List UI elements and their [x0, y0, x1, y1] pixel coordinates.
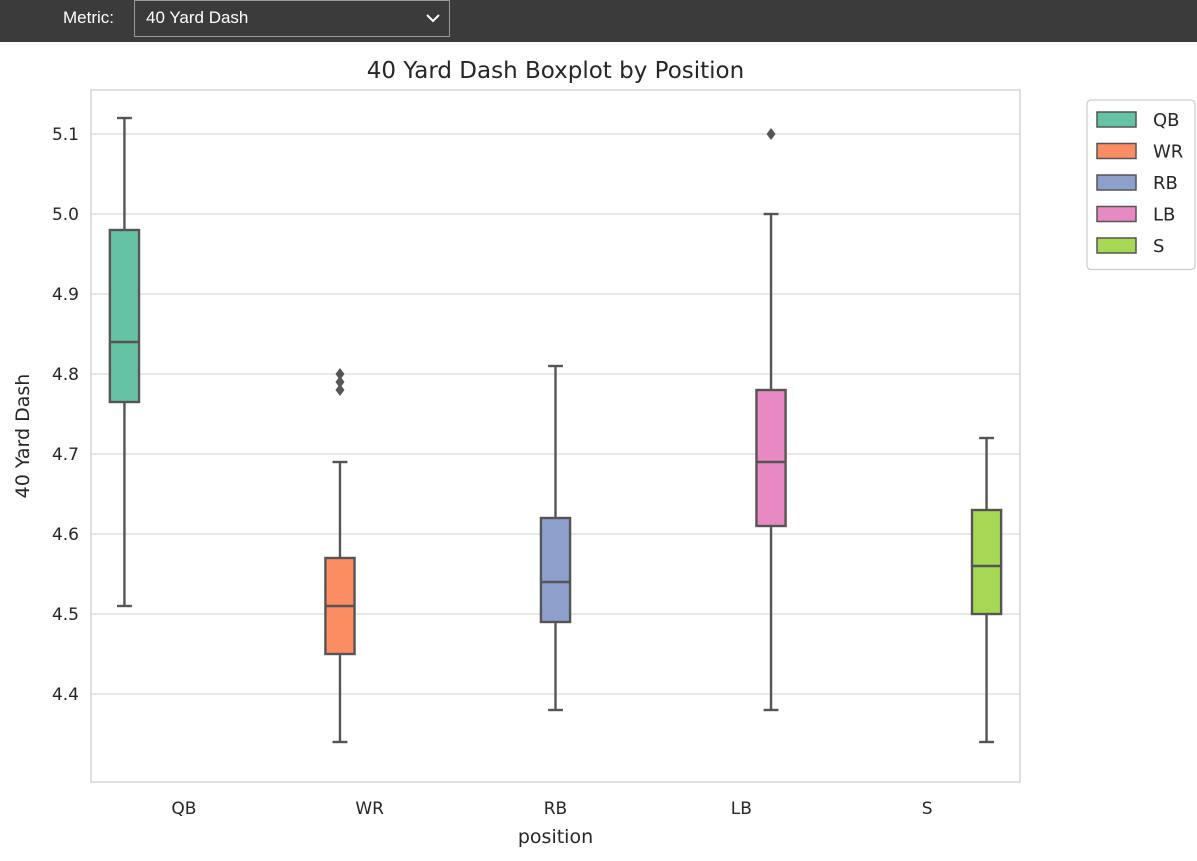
legend-item-rb: RB: [1096, 173, 1178, 194]
legend: QB WR RB LB S: [1086, 99, 1196, 271]
outlier-point: [766, 128, 776, 140]
y-tick-label: 4.9: [52, 285, 79, 305]
outlier-point: [335, 368, 345, 380]
legend-label: RB: [1153, 173, 1178, 194]
plot-frame: [90, 89, 1021, 783]
legend-swatch: [1096, 111, 1137, 128]
legend-swatch: [1096, 205, 1137, 223]
metric-label: Metric:: [63, 8, 114, 27]
outlier-point: [335, 384, 345, 396]
y-tick-label: 4.7: [52, 445, 79, 465]
y-tick-label: 4.5: [52, 605, 79, 625]
boxplot-chart: 4.4 4.5 4.6 4.7 4.8 4.9 5.0 5.1 QB WR RB LB S 40 Ya…: [12, 58, 1196, 848]
y-tick-label: 4.4: [52, 685, 79, 705]
outlier-point: [335, 376, 345, 388]
y-tick-label: 5.1: [52, 125, 79, 145]
iqr-box: [970, 508, 1003, 616]
box-lb: [755, 128, 787, 712]
box-series: [108, 116, 1003, 744]
box-wr: [324, 368, 356, 744]
x-tick-label: WR: [355, 799, 384, 819]
legend-label: LB: [1153, 205, 1175, 226]
chart-title: 40 Yard Dash Boxplot by Position: [367, 58, 744, 84]
iqr-box: [108, 228, 141, 404]
legend-swatch: [1096, 237, 1137, 254]
x-axis-ticks: QB WR RB LB S: [171, 799, 932, 819]
box-s: [970, 436, 1003, 744]
legend-label: WR: [1153, 142, 1183, 163]
x-axis-title: position: [518, 826, 593, 848]
y-axis-title: 40 Yard Dash: [12, 374, 34, 499]
x-tick-label: S: [922, 799, 933, 819]
y-tick-label: 5.0: [52, 205, 79, 225]
top-toolbar: Metric: 40 Yard Dash: [0, 0, 1197, 42]
chevron-down-icon: [426, 14, 440, 23]
legend-item-s: S: [1096, 236, 1164, 257]
iqr-box: [755, 388, 787, 528]
y-tick-label: 4.6: [52, 525, 79, 545]
legend-item-lb: LB: [1096, 205, 1175, 226]
x-tick-label: QB: [171, 799, 196, 819]
y-tick-label: 4.8: [52, 365, 79, 385]
legend-label: S: [1153, 236, 1164, 257]
x-tick-label: RB: [544, 799, 567, 819]
metric-select[interactable]: 40 Yard Dash: [134, 0, 450, 37]
metric-select-value: 40 Yard Dash: [146, 8, 249, 27]
legend-frame: [1086, 99, 1196, 271]
box-qb: [108, 116, 141, 608]
legend-item-wr: WR: [1096, 142, 1183, 163]
box-rb: [539, 364, 572, 712]
x-tick-label: LB: [731, 799, 752, 819]
iqr-box: [539, 516, 572, 624]
y-axis-ticks: 4.4 4.5 4.6 4.7 4.8 4.9 5.0 5.1: [52, 125, 79, 705]
legend-label: QB: [1153, 110, 1180, 131]
legend-swatch: [1096, 142, 1137, 160]
legend-swatch: [1096, 174, 1137, 191]
legend-item-qb: QB: [1096, 110, 1180, 131]
